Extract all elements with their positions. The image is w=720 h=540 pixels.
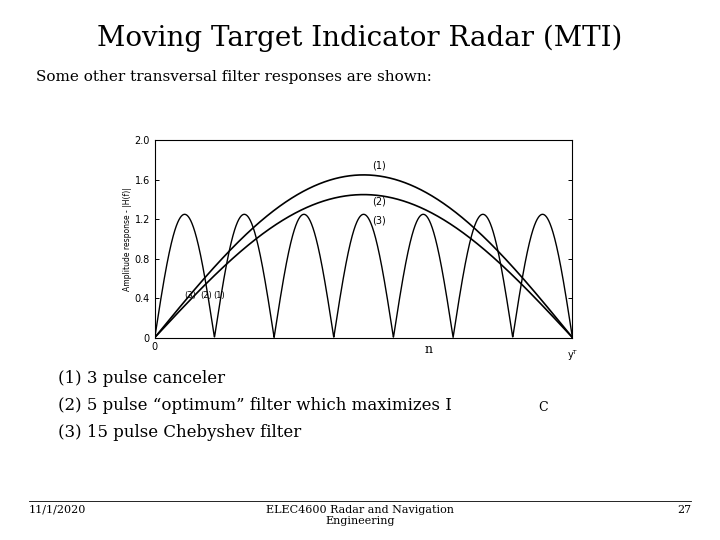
Text: ELEC4600 Radar and Navigation
Engineering: ELEC4600 Radar and Navigation Engineerin… — [266, 505, 454, 526]
Text: 11/1/2020: 11/1/2020 — [29, 505, 86, 515]
Text: (1): (1) — [213, 291, 225, 300]
Text: Moving Target Indicator Radar (MTI): Moving Target Indicator Radar (MTI) — [97, 24, 623, 52]
Text: (1) 3 pulse canceler: (1) 3 pulse canceler — [58, 370, 225, 387]
Y-axis label: Amplitude response - |H(f)|: Amplitude response - |H(f)| — [123, 187, 132, 291]
Text: (1): (1) — [372, 161, 386, 171]
Text: (2): (2) — [372, 197, 386, 207]
Text: (3): (3) — [372, 215, 386, 225]
Text: yᵀ: yᵀ — [567, 350, 577, 360]
Text: Some other transversal filter responses are shown:: Some other transversal filter responses … — [36, 70, 432, 84]
Text: n: n — [424, 343, 433, 356]
Text: (3) 15 pulse Chebyshev filter: (3) 15 pulse Chebyshev filter — [58, 424, 301, 441]
Text: C: C — [539, 401, 548, 414]
Text: 27: 27 — [677, 505, 691, 515]
Text: (2) 5 pulse “optimum” filter which maximizes I: (2) 5 pulse “optimum” filter which maxim… — [58, 397, 451, 414]
Text: (3): (3) — [184, 291, 196, 300]
Text: (2): (2) — [201, 291, 212, 300]
